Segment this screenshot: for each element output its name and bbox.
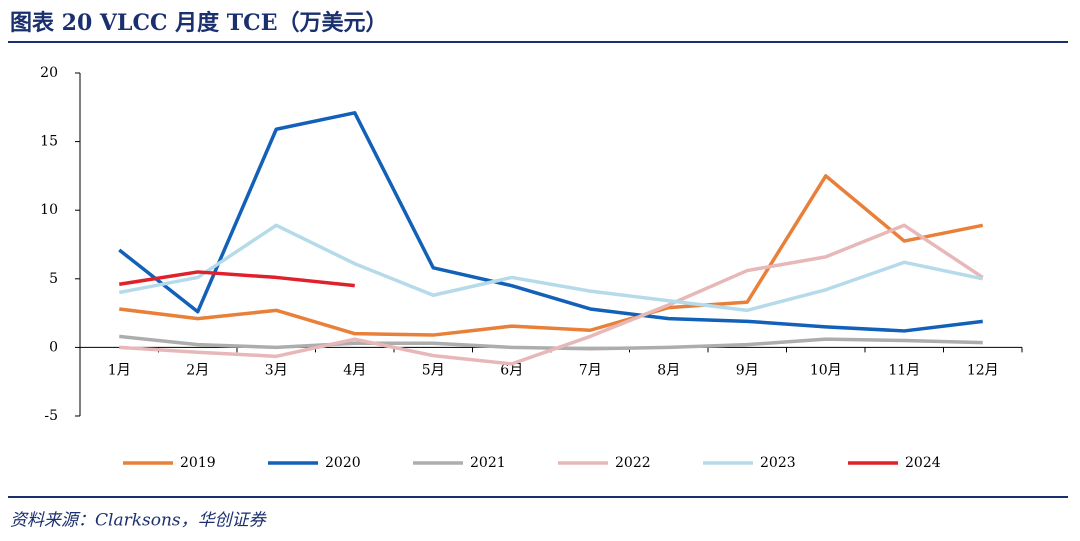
x-tick-label: 4月	[343, 362, 366, 378]
chart-title: 图表 20 VLCC 月度 TCE（万美元）	[10, 10, 387, 36]
legend-label: 2022	[615, 455, 651, 471]
x-tick-label: 12月	[967, 362, 999, 378]
x-tick-label: 1月	[108, 362, 131, 378]
series-line	[118, 270, 355, 288]
x-tick-label: 5月	[422, 362, 445, 378]
series-line	[119, 223, 984, 366]
legend-label: 2020	[325, 455, 361, 471]
y-tick-label: 20	[40, 65, 58, 81]
y-tick-label: 10	[40, 202, 58, 218]
legend-label: 2019	[180, 455, 216, 471]
x-tick-label: 11月	[888, 362, 920, 378]
series-line	[119, 174, 984, 337]
source: 资料来源：Clarksons，华创证券	[10, 511, 268, 531]
series-line	[118, 223, 984, 313]
legend-label: 2023	[760, 455, 796, 471]
y-tick-label: 5	[49, 271, 58, 287]
legend-label: 2024	[905, 455, 941, 471]
y-tick-label: -5	[44, 408, 58, 424]
y-tick-label: 0	[49, 339, 58, 355]
legend-label: 2021	[470, 455, 506, 471]
x-tick-label: 6月	[500, 362, 523, 378]
series-line	[118, 111, 983, 333]
x-tick-label: 10月	[810, 362, 842, 378]
x-tick-label: 8月	[657, 362, 680, 378]
x-tick-label: 3月	[265, 362, 288, 378]
x-tick-label: 9月	[736, 362, 759, 378]
y-tick-label: 15	[40, 134, 58, 150]
x-tick-label: 7月	[579, 362, 602, 378]
x-tick-label: 2月	[186, 362, 209, 378]
series-line	[119, 334, 983, 351]
